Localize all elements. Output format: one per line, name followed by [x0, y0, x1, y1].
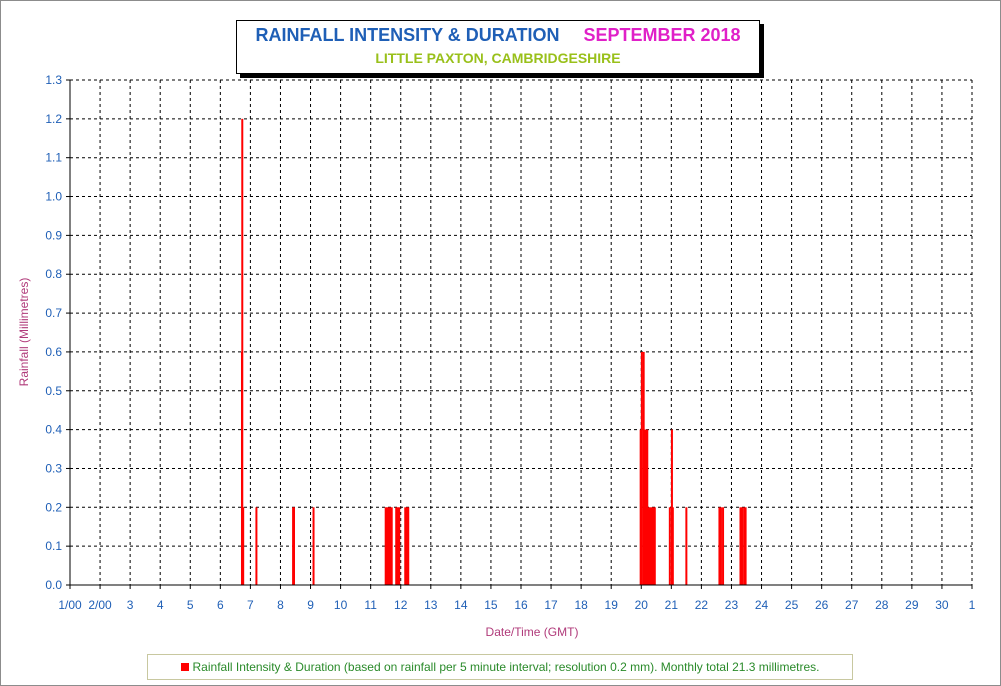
- x-tick-label: 10: [334, 598, 348, 612]
- chart-month: SEPTEMBER 2018: [583, 25, 741, 45]
- y-tick-label: 1.3: [45, 73, 62, 87]
- x-tick-label: 14: [454, 598, 468, 612]
- x-tick-label: 23: [725, 598, 739, 612]
- y-axis-title: Rainfall (Millimetres): [17, 278, 31, 387]
- rainfall-bar: [389, 507, 392, 585]
- x-tick-label: 15: [484, 598, 498, 612]
- rainfall-bar: [668, 507, 671, 585]
- x-tick-label: 27: [845, 598, 859, 612]
- x-tick-label: 6: [217, 598, 224, 612]
- x-tick-label: 16: [514, 598, 528, 612]
- x-tick-label: 18: [574, 598, 588, 612]
- rainfall-bar: [407, 507, 410, 585]
- rainfall-bar: [644, 429, 647, 585]
- rainfall-bar: [386, 507, 389, 585]
- rainfall-bar: [639, 429, 642, 585]
- rainfall-bar: [744, 507, 747, 585]
- y-tick-label: 0.3: [45, 461, 62, 475]
- rainfall-bar: [718, 507, 721, 585]
- y-tick-label: 0.4: [45, 423, 62, 437]
- y-tick-labels: 0.0 0.1 0.2 0.3 0.4 0.5 0.6 0.7 0.8 0.9 1.0 1.1 1.2 1…: [45, 73, 62, 592]
- rainfall-bars: [240, 118, 747, 585]
- title-line: RAINFALL INTENSITY & DURATION SEPTEMBER 2…: [237, 25, 759, 46]
- rainfall-bar: [255, 507, 258, 585]
- rainfall-bar: [646, 429, 649, 585]
- x-tick-label: 1/00: [58, 598, 82, 612]
- x-tick-label: 9: [307, 598, 314, 612]
- x-tick-label: 1: [969, 598, 976, 612]
- rainfall-bar: [743, 507, 746, 585]
- rainfall-bar: [640, 351, 643, 585]
- rainfall-bar: [396, 507, 399, 585]
- rainfall-bar: [387, 507, 390, 585]
- x-tick-label: 17: [544, 598, 558, 612]
- x-tick-label: 20: [635, 598, 649, 612]
- rainfall-bar: [312, 507, 315, 585]
- y-tick-label: 0.9: [45, 228, 62, 242]
- rainfall-bar: [722, 507, 725, 585]
- x-tick-label: 21: [665, 598, 679, 612]
- rainfall-bar: [404, 507, 407, 585]
- rainfall-bar: [740, 507, 743, 585]
- rainfall-bar: [649, 507, 652, 585]
- x-tick-labels: 1/00 2/00 3 4 5 6 7 8 9 10 11 12 13 14 15 16 17 18 19 20 21 2…: [58, 598, 975, 612]
- rainfall-bar: [647, 507, 650, 585]
- y-tick-label: 0.6: [45, 345, 62, 359]
- y-tick-label: 0.7: [45, 306, 62, 320]
- rainfall-bar: [652, 507, 655, 585]
- axes: [66, 79, 973, 589]
- x-tick-label: 3: [127, 598, 134, 612]
- rainfall-bar: [653, 507, 656, 585]
- x-tick-label: 22: [695, 598, 709, 612]
- rainfall-bar: [405, 507, 408, 585]
- x-tick-label: 13: [424, 598, 438, 612]
- rainfall-bar: [398, 507, 401, 585]
- x-tick-label: 5: [187, 598, 194, 612]
- x-tick-label: 11: [364, 598, 377, 612]
- chart-title: RAINFALL INTENSITY & DURATION: [255, 25, 560, 45]
- x-axis-title: Date/Time (GMT): [486, 625, 579, 639]
- y-tick-label: 0.2: [45, 500, 62, 514]
- x-tick-label: 4: [157, 598, 164, 612]
- rainfall-bar: [384, 507, 387, 585]
- x-tick-label: 8: [277, 598, 284, 612]
- legend: Rainfall Intensity & Duration (based on …: [147, 654, 853, 680]
- y-tick-label: 1.2: [45, 112, 62, 126]
- y-tick-label: 1.1: [45, 151, 62, 165]
- y-tick-label: 0.1: [45, 539, 62, 553]
- x-tick-label: 26: [815, 598, 829, 612]
- y-tick-label: 1.0: [45, 190, 62, 204]
- x-tick-label: 28: [875, 598, 889, 612]
- rainfall-bar: [739, 507, 742, 585]
- rainfall-bar: [671, 507, 674, 585]
- chart-title-box: RAINFALL INTENSITY & DURATION SEPTEMBER 2…: [236, 20, 760, 74]
- x-tick-label: 7: [247, 598, 254, 612]
- rainfall-bar: [292, 507, 295, 585]
- rainfall-bar: [242, 507, 245, 585]
- x-tick-label: 2/00: [88, 598, 112, 612]
- y-tick-label: 0.8: [45, 267, 62, 281]
- rainfall-bar: [395, 507, 398, 585]
- y-tick-label: 0.5: [45, 384, 62, 398]
- x-tick-label: 30: [935, 598, 949, 612]
- x-tick-label: 19: [605, 598, 619, 612]
- x-tick-label: 25: [785, 598, 799, 612]
- rainfall-bar: [719, 507, 722, 585]
- rainfall-bar: [650, 507, 653, 585]
- rainfall-bar: [390, 507, 393, 585]
- chart-subtitle: LITTLE PAXTON, CAMBRIDGESHIRE: [375, 50, 621, 66]
- x-tick-label: 12: [394, 598, 408, 612]
- legend-label: Rainfall Intensity & Duration (based on …: [192, 660, 820, 674]
- rainfall-bar: [642, 351, 645, 585]
- rainfall-bar: [241, 118, 244, 585]
- x-tick-label: 24: [755, 598, 769, 612]
- x-tick-label: 29: [905, 598, 919, 612]
- rainfall-bar: [685, 507, 688, 585]
- y-tick-label: 0.0: [45, 578, 62, 592]
- legend-swatch: [180, 663, 189, 671]
